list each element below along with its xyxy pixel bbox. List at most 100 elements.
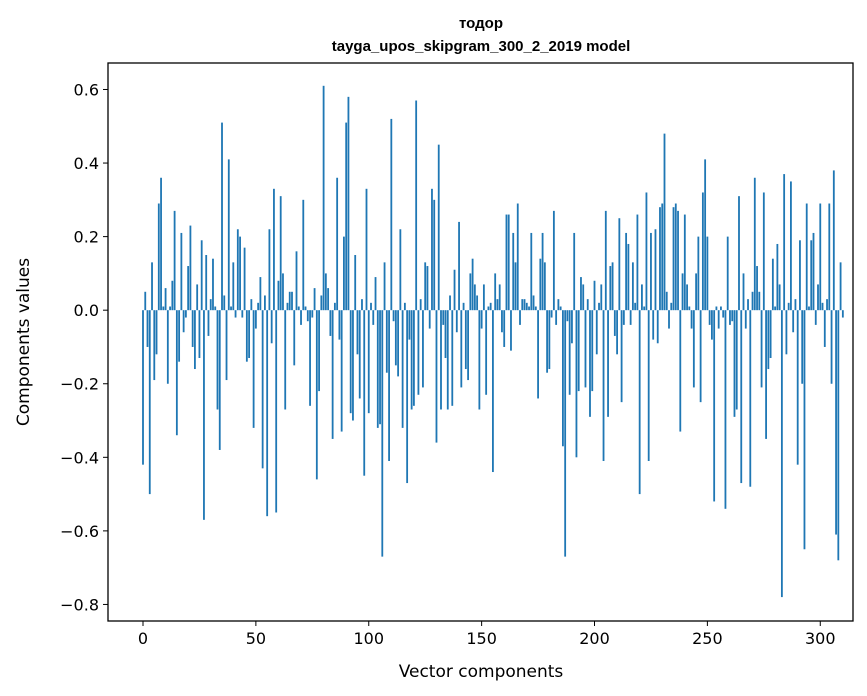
bar bbox=[236, 229, 239, 311]
bar bbox=[365, 188, 368, 311]
bar bbox=[182, 310, 185, 333]
bar bbox=[769, 310, 772, 358]
bar bbox=[151, 262, 153, 311]
bar bbox=[503, 310, 506, 347]
bar bbox=[602, 310, 605, 461]
bar bbox=[268, 229, 271, 311]
bar bbox=[401, 310, 404, 428]
bar bbox=[250, 299, 253, 311]
bar bbox=[234, 310, 237, 318]
bar bbox=[697, 236, 700, 311]
y-tick-label: −0.4 bbox=[60, 448, 99, 467]
bar-series bbox=[142, 85, 844, 598]
bar bbox=[812, 232, 815, 311]
bar bbox=[832, 170, 835, 311]
bar bbox=[724, 310, 727, 509]
y-tick-label: −0.8 bbox=[60, 595, 99, 614]
bar bbox=[216, 310, 219, 410]
bar bbox=[293, 310, 296, 366]
bar bbox=[742, 273, 745, 311]
bar bbox=[631, 262, 634, 311]
bar bbox=[573, 232, 576, 311]
bar bbox=[665, 291, 668, 311]
bar bbox=[464, 310, 467, 370]
bar bbox=[428, 310, 431, 329]
bar bbox=[462, 302, 465, 311]
bar bbox=[819, 203, 822, 311]
bar bbox=[539, 258, 542, 311]
bar bbox=[415, 100, 418, 311]
bar bbox=[525, 302, 528, 311]
bar bbox=[541, 232, 544, 311]
bar bbox=[530, 232, 533, 311]
y-axis-label: Components values bbox=[14, 258, 34, 426]
bar bbox=[437, 144, 440, 311]
bar bbox=[740, 310, 743, 484]
bar bbox=[408, 310, 411, 340]
bar bbox=[711, 310, 713, 340]
bar bbox=[230, 306, 232, 311]
bar bbox=[704, 159, 707, 311]
bar bbox=[376, 310, 379, 428]
bar bbox=[166, 310, 169, 384]
bar bbox=[469, 273, 472, 311]
bar bbox=[814, 310, 817, 325]
bar bbox=[212, 258, 214, 311]
bar bbox=[505, 214, 508, 311]
bar bbox=[417, 310, 420, 395]
bar bbox=[645, 192, 648, 311]
bar bbox=[160, 177, 162, 311]
bar bbox=[688, 306, 691, 311]
bar bbox=[169, 306, 171, 311]
bar bbox=[817, 284, 819, 311]
bar bbox=[302, 199, 305, 311]
bar bbox=[311, 310, 314, 318]
bar bbox=[767, 310, 770, 370]
bar bbox=[686, 284, 688, 311]
bar bbox=[695, 273, 698, 311]
bar bbox=[460, 310, 463, 388]
bar bbox=[826, 299, 828, 311]
bar bbox=[489, 302, 492, 311]
bar bbox=[218, 310, 221, 450]
bar bbox=[471, 258, 474, 311]
bar bbox=[514, 262, 517, 311]
bar bbox=[175, 310, 178, 436]
bar bbox=[157, 203, 160, 311]
bar bbox=[144, 291, 147, 311]
plot-frame bbox=[107, 62, 854, 622]
bar bbox=[431, 188, 433, 311]
bar bbox=[550, 310, 553, 318]
bar bbox=[433, 199, 436, 311]
y-tick-label: −0.6 bbox=[60, 522, 99, 541]
bar bbox=[189, 225, 192, 311]
chart-title-group: тодор tayga_upos_skipgram_300_2_2019 mod… bbox=[332, 15, 631, 55]
bar bbox=[446, 310, 449, 410]
bar bbox=[641, 284, 643, 311]
bar bbox=[523, 299, 526, 311]
bar bbox=[839, 262, 842, 311]
bar bbox=[668, 310, 670, 329]
bar bbox=[320, 295, 323, 311]
bar bbox=[733, 310, 736, 417]
bar bbox=[744, 310, 747, 329]
bar bbox=[155, 310, 158, 355]
bar bbox=[656, 310, 659, 344]
bar bbox=[690, 310, 693, 329]
bar bbox=[611, 262, 614, 311]
bar bbox=[810, 240, 813, 311]
bar bbox=[521, 299, 524, 311]
x-tick-label: 100 bbox=[353, 629, 384, 648]
bar bbox=[358, 310, 361, 399]
chart-subtitle: tayga_upos_skipgram_300_2_2019 model bbox=[332, 38, 631, 55]
bar bbox=[214, 306, 217, 311]
bar bbox=[336, 177, 339, 311]
bar bbox=[327, 288, 330, 311]
bar bbox=[516, 203, 519, 311]
bar bbox=[318, 310, 320, 392]
bar bbox=[239, 236, 241, 311]
bar bbox=[413, 310, 415, 406]
bar bbox=[385, 310, 388, 373]
bar bbox=[379, 310, 381, 425]
bar bbox=[568, 310, 571, 395]
